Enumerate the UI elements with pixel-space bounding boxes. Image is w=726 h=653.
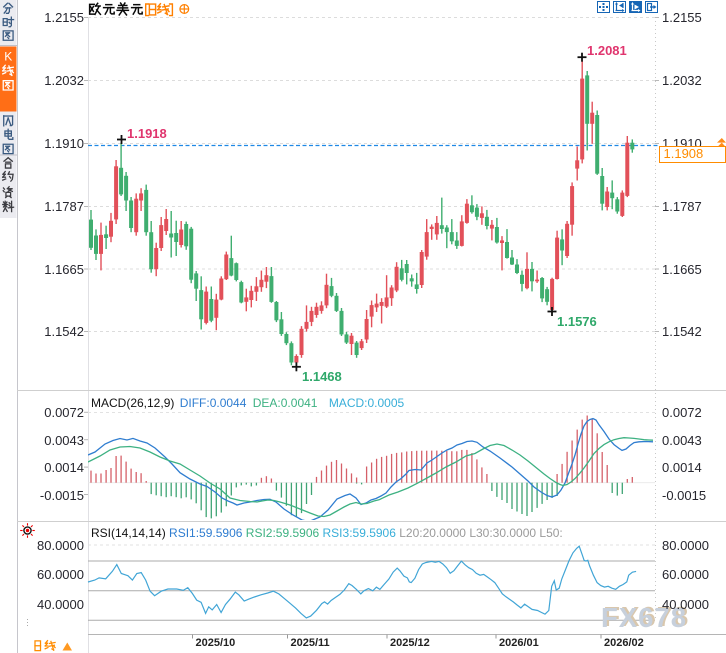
svg-text:FX678: FX678 [601,602,687,633]
svg-text:FX678: FX678 [603,601,689,632]
svg-text:K: K [4,50,12,64]
